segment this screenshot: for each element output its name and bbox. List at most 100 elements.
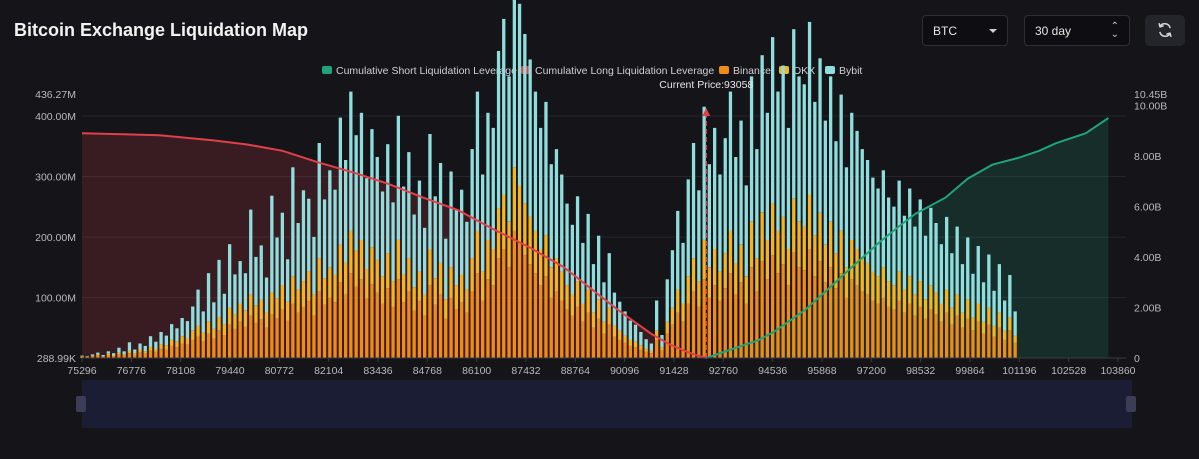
bar-okx bbox=[523, 203, 527, 256]
zoom-handle-right[interactable] bbox=[1126, 396, 1136, 412]
bar-bybit bbox=[697, 190, 701, 282]
bar-binance bbox=[228, 324, 232, 358]
bar-okx bbox=[860, 258, 864, 292]
bar-binance bbox=[997, 327, 1001, 358]
bar-binance bbox=[950, 324, 954, 358]
bar-okx bbox=[354, 250, 358, 287]
right-tick-label: 10.00B bbox=[1134, 100, 1167, 112]
up-down-arrows-icon: ⌃ ⌄ bbox=[1110, 21, 1119, 40]
bar-okx bbox=[1003, 330, 1007, 340]
bar-binance bbox=[481, 300, 485, 358]
bar-bybit bbox=[565, 203, 569, 286]
bar-bybit bbox=[792, 29, 796, 199]
bar-okx bbox=[1008, 317, 1012, 331]
legend-label-4[interactable]: Bybit bbox=[839, 65, 862, 77]
bar-binance bbox=[771, 255, 775, 358]
bar-okx bbox=[539, 249, 543, 286]
bar-binance bbox=[981, 333, 986, 358]
bar-bybit bbox=[180, 318, 184, 337]
bar-bybit bbox=[807, 21, 812, 195]
x-tick-label: 92760 bbox=[709, 365, 738, 377]
bar-bybit bbox=[191, 306, 195, 331]
bar-bybit bbox=[633, 324, 638, 342]
bar-binance bbox=[871, 300, 875, 358]
bar-okx bbox=[222, 324, 226, 335]
bar-okx bbox=[460, 274, 464, 303]
bar-okx bbox=[286, 301, 290, 321]
bar-binance bbox=[792, 252, 796, 358]
bar-okx bbox=[981, 321, 986, 334]
bar-bybit bbox=[823, 120, 827, 245]
bar-binance bbox=[386, 288, 390, 358]
bar-okx bbox=[127, 350, 132, 354]
bar-okx bbox=[249, 294, 253, 316]
bar-bybit bbox=[117, 347, 121, 353]
bar-okx bbox=[570, 294, 574, 316]
legend-label-2[interactable]: Binance bbox=[733, 65, 771, 77]
bar-binance bbox=[992, 336, 996, 358]
bar-bybit bbox=[966, 237, 970, 300]
bar-binance bbox=[354, 286, 358, 358]
bar-bybit bbox=[797, 76, 801, 222]
bar-binance bbox=[322, 304, 327, 358]
bar-okx bbox=[444, 299, 448, 319]
bar-okx bbox=[554, 258, 559, 292]
bar-okx bbox=[301, 281, 306, 307]
bar-binance bbox=[217, 330, 221, 358]
bar-bybit bbox=[691, 143, 696, 259]
legend-label-1[interactable]: Cumulative Long Liquidation Leverage bbox=[535, 65, 714, 77]
bar-bybit bbox=[354, 135, 358, 251]
bar-bybit bbox=[333, 189, 337, 275]
bar-bybit bbox=[544, 101, 548, 236]
bar-binance bbox=[365, 298, 369, 358]
left-tick-label: 436.27M bbox=[35, 89, 76, 101]
bar-bybit bbox=[618, 301, 622, 331]
bar-bybit bbox=[887, 197, 891, 282]
bar-okx bbox=[723, 253, 727, 289]
bar-bybit bbox=[148, 336, 153, 348]
zoom-track[interactable] bbox=[82, 380, 1132, 428]
bar-binance bbox=[280, 309, 284, 358]
bar-okx bbox=[660, 347, 664, 351]
bar-binance bbox=[549, 297, 553, 358]
bar-okx bbox=[143, 351, 147, 354]
bar-binance bbox=[138, 352, 142, 358]
bar-okx bbox=[496, 208, 501, 259]
bar-bybit bbox=[902, 215, 907, 290]
bar-okx bbox=[138, 349, 142, 353]
bar-bybit bbox=[328, 170, 332, 268]
period-select[interactable]: 30 day ⌃ ⌄ bbox=[1024, 15, 1130, 46]
refresh-button[interactable] bbox=[1145, 15, 1185, 46]
legend-label-3[interactable]: OKX bbox=[793, 65, 815, 77]
bar-bybit bbox=[570, 224, 574, 295]
bar-okx bbox=[259, 299, 263, 320]
bar-bybit bbox=[981, 282, 986, 322]
bar-okx bbox=[649, 350, 653, 354]
bar-bybit bbox=[939, 244, 943, 304]
bar-okx bbox=[528, 216, 532, 265]
bar-okx bbox=[396, 239, 400, 280]
legend-label-0[interactable]: Cumulative Short Liquidation Leverage bbox=[336, 65, 517, 77]
bar-binance bbox=[760, 261, 764, 358]
bar-bybit bbox=[254, 256, 258, 306]
bar-bybit bbox=[312, 236, 316, 295]
bar-binance bbox=[523, 255, 527, 358]
bar-bybit bbox=[201, 311, 205, 333]
bar-okx bbox=[639, 345, 643, 350]
bar-bybit bbox=[502, 18, 506, 195]
period-select-value: 30 day bbox=[1035, 24, 1072, 38]
bar-binance bbox=[528, 264, 532, 358]
bar-binance bbox=[539, 285, 543, 358]
bar-binance bbox=[560, 300, 564, 358]
bar-binance bbox=[860, 291, 864, 358]
bar-binance bbox=[697, 306, 701, 358]
coin-select[interactable]: BTC bbox=[922, 15, 1008, 46]
zoom-slider[interactable] bbox=[76, 380, 1136, 428]
bar-okx bbox=[122, 354, 126, 356]
bar-okx bbox=[844, 267, 849, 298]
bar-bybit bbox=[517, 3, 522, 186]
bar-bybit bbox=[923, 235, 928, 300]
bar-binance bbox=[855, 285, 859, 358]
zoom-handle-left[interactable] bbox=[76, 396, 86, 412]
bar-okx bbox=[90, 355, 95, 357]
